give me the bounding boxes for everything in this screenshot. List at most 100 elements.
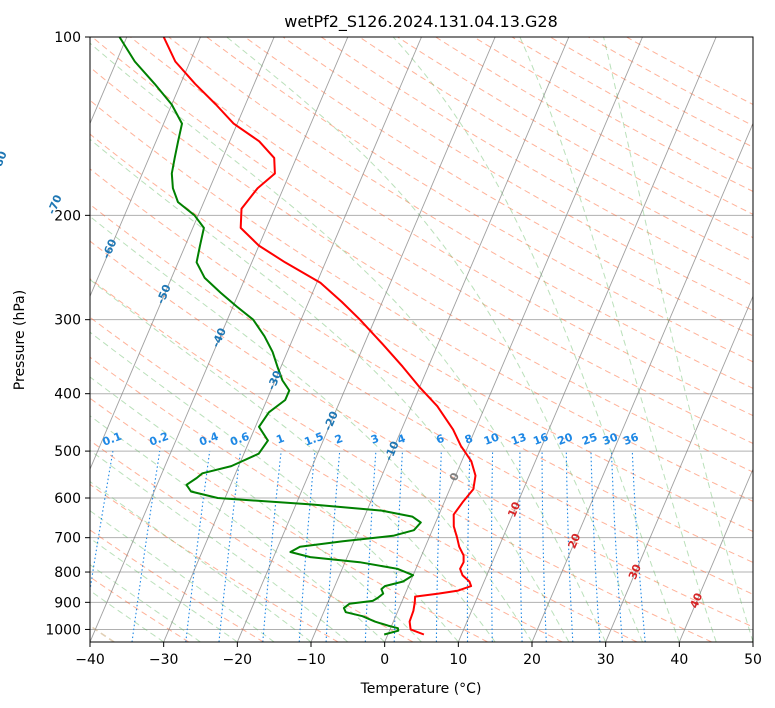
mixing-ratio-label: 0.6 (228, 430, 251, 449)
moist-adiabat (603, 37, 753, 642)
mixing-ratio-label: 1.5 (303, 430, 326, 449)
dry-adiabat (511, 37, 753, 170)
moist-adiabat (90, 279, 496, 642)
mixing-ratio-label: 20 (556, 430, 575, 448)
dry-adiabat (588, 37, 753, 127)
dry-adiabat (549, 37, 753, 148)
isotherm-label: -80 (0, 149, 10, 173)
mixing-ratio-label: 2 (333, 432, 345, 447)
mixing-ratio-label: 0.1 (101, 430, 124, 449)
mixing-ratio-label: 13 (509, 431, 528, 448)
moist-adiabat (90, 331, 459, 642)
dry-adiabat (90, 278, 712, 642)
x-axis-label: Temperature (°C) (360, 681, 482, 697)
moist-adiabat (90, 589, 164, 642)
y-tick-label: 900 (54, 595, 81, 611)
isotherm-label: -50 (154, 282, 174, 306)
x-tick-label: 30 (597, 652, 615, 668)
mixing-ratio-label: 4 (396, 432, 408, 447)
y-tick-label: 200 (54, 208, 81, 224)
x-axis: −40 −30 −20 −10 0 10 20 30 40 50 (75, 642, 762, 668)
x-tick-label: 20 (523, 652, 541, 668)
mixing-ratio-line (185, 451, 211, 642)
mixing-ratio-label: 36 (622, 430, 641, 448)
mixing-ratio-line (490, 451, 494, 642)
plot-area (118, 37, 477, 636)
mixing-ratio-label: 0.2 (148, 430, 171, 449)
dry-adiabat (90, 440, 414, 642)
mixing-ratio-label: 1 (274, 432, 286, 447)
moist-adiabat (90, 42, 607, 642)
chart-title: wetPf2_S126.2024.131.04.13.G28 (284, 12, 558, 32)
mixing-ratio-label: 10 (482, 430, 501, 448)
mixing-ratio-line (90, 451, 114, 594)
isotherm-label: -30 (265, 368, 285, 392)
dry-adiabat (359, 37, 753, 262)
mixing-ratio-line (435, 451, 442, 642)
y-tick-label: 700 (54, 531, 81, 547)
moist-adiabat (90, 415, 386, 642)
x-tick-label: −20 (223, 652, 253, 668)
mixing-ratio-label: 3 (369, 432, 381, 447)
moist-adiabat (90, 449, 349, 642)
x-tick-label: 50 (744, 652, 762, 668)
dry-adiabat (90, 397, 488, 642)
background-lines (90, 37, 753, 642)
isotherm-line (90, 37, 349, 642)
mixing-ratio-label: 0.4 (198, 430, 221, 449)
dry-adiabat (90, 316, 638, 642)
mixing-ratio-label: 25 (580, 430, 599, 447)
x-tick-label: −10 (296, 652, 326, 668)
dry-adiabat (91, 37, 753, 444)
isotherm-line (752, 640, 753, 642)
isotherm-line (678, 467, 753, 642)
y-tick-label: 500 (54, 444, 81, 460)
mixing-ratio-line (131, 451, 161, 642)
mixing-ratio-line (631, 451, 646, 642)
y-axis: 100 200 300 400 500 600 700 800 900 1000 (45, 30, 90, 638)
dry-adiabat (435, 37, 753, 215)
x-tick-label: 40 (670, 652, 688, 668)
dry-adiabat (244, 37, 753, 337)
x-tick-label: −30 (149, 652, 179, 668)
mixing-ratio-line (218, 451, 242, 642)
isotherm-line (310, 37, 570, 642)
mixing-ratio-label: 16 (531, 430, 550, 448)
moist-adiabat (226, 37, 643, 642)
x-tick-label: −40 (75, 652, 105, 668)
dry-adiabat (90, 203, 753, 595)
dry-adiabat (130, 37, 753, 417)
isotherm-label: 40 (687, 591, 705, 610)
mixing-ratio-label: 30 (601, 430, 620, 448)
x-tick-label: 10 (449, 652, 467, 668)
temperature-line (162, 37, 477, 636)
line-labels: -100-90-80-70-60-50-40-30-20-10010203040… (0, 149, 705, 610)
y-tick-label: 1000 (45, 622, 81, 638)
x-tick-label: 0 (380, 652, 389, 668)
isotherm-line (163, 37, 422, 642)
isotherm-line (236, 37, 496, 642)
y-tick-label: 400 (54, 387, 81, 403)
isotherm-line (605, 295, 753, 642)
isotherm-label: 10 (505, 500, 523, 519)
isotherm-line (90, 37, 201, 298)
dry-adiabat (90, 356, 563, 642)
plot-frame (89, 36, 754, 643)
dry-adiabat (90, 240, 753, 628)
isotherm-line (457, 37, 717, 642)
isotherm-label: 30 (626, 562, 644, 581)
isotherm-line (90, 37, 275, 471)
moist-adiabat (519, 37, 717, 642)
mixing-ratio-label: 8 (463, 432, 475, 447)
y-tick-label: 600 (54, 491, 81, 507)
dry-adiabat (90, 168, 753, 563)
moist-adiabat (392, 37, 680, 642)
dry-adiabat (90, 483, 339, 642)
mixing-ratio-label: 6 (434, 432, 446, 447)
dry-adiabat (90, 133, 753, 533)
isotherm-label: -60 (100, 237, 120, 261)
mixing-ratio-line (519, 451, 523, 642)
dewpoint-line (118, 37, 422, 636)
isotherm-label: -20 (321, 409, 341, 433)
